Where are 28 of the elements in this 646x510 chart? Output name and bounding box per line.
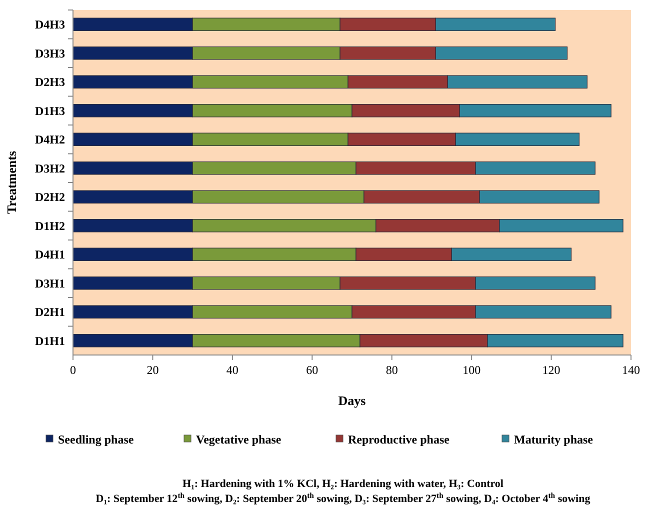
x-tick-label: 80	[386, 363, 398, 377]
text: H₁: Hardening with 1% KCl, H₂: Hardening with water, H₃: Control	[182, 478, 504, 490]
x-tick-label: 140	[622, 363, 640, 377]
text: D₁: September 12$^{th}$ sowing, D₂: September 20$^{th}$ sowing, D₃: September 27$^{th}$ sowing, D₄: October 4$^{th}$ sowing	[96, 490, 590, 505]
y-tick-label: D2H3	[35, 75, 65, 90]
y-tick-label: D1H2	[35, 218, 65, 233]
x-tick-label: 40	[226, 363, 238, 377]
x-tick-label: 60	[306, 363, 318, 377]
legend-label: Vegetative phase	[196, 432, 282, 447]
legend-label: Reproductive phase	[348, 432, 450, 447]
x-tick-label: 120	[542, 363, 560, 377]
x-tick-label: 20	[146, 363, 159, 377]
y-tick-label: D4H2	[35, 132, 65, 147]
y-tick-label: D3H3	[35, 46, 65, 60]
y-tick-label: D1H3	[35, 104, 65, 118]
x-axis-title: Days	[338, 393, 366, 408]
y-tick-label: D2H2	[35, 190, 65, 204]
legend-label: Maturity phase	[514, 432, 594, 447]
legend-label: Seedling phase	[58, 432, 134, 447]
y-axis-title: Treatments	[4, 150, 19, 214]
y-tick-label: D2H1	[35, 305, 65, 320]
y-tick-label: D4H1	[35, 248, 65, 262]
y-tick-label: D3H1	[35, 276, 65, 290]
x-tick-label: 100	[462, 363, 481, 377]
y-tick-label: D1H1	[35, 334, 65, 348]
y-tick-label: D3H2	[35, 161, 65, 176]
x-tick-label: 0	[70, 363, 76, 377]
y-tick-label: D4H3	[35, 18, 65, 32]
